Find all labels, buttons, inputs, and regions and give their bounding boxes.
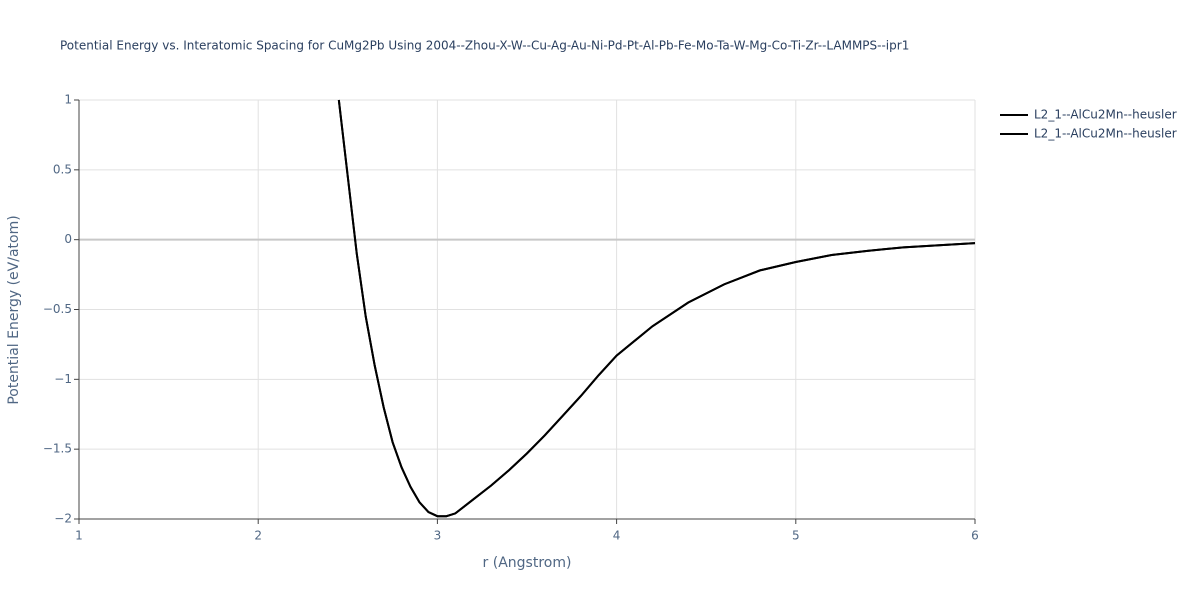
x-tick-label: 6: [971, 529, 979, 543]
y-tick-label: −0.5: [43, 302, 72, 316]
line-series: [337, 99, 976, 518]
y-tick-label: 0: [64, 232, 72, 246]
x-tick-label: 3: [434, 529, 442, 543]
legend-label: L2_1--AlCu2Mn--heusler: [1034, 108, 1177, 122]
y-tick-label: 0.5: [53, 162, 72, 176]
legend-label: L2_1--AlCu2Mn--heusler: [1034, 127, 1177, 141]
chart-title: Potential Energy vs. Interatomic Spacing…: [60, 39, 909, 53]
x-tick-label: 2: [254, 529, 262, 543]
x-tick-label: 1: [75, 529, 83, 543]
y-tick-label: −1.5: [43, 442, 72, 456]
x-tick-label: 5: [792, 529, 800, 543]
y-axis-title: Potential Energy (eV/atom): [6, 215, 22, 404]
y-tick-label: 1: [64, 93, 72, 107]
y-tick-label: −2: [54, 512, 72, 526]
x-axis-title: r (Angstrom): [483, 555, 572, 571]
x-tick-label: 4: [613, 529, 621, 543]
line-series: [337, 99, 976, 518]
y-tick-label: −1: [54, 372, 72, 386]
